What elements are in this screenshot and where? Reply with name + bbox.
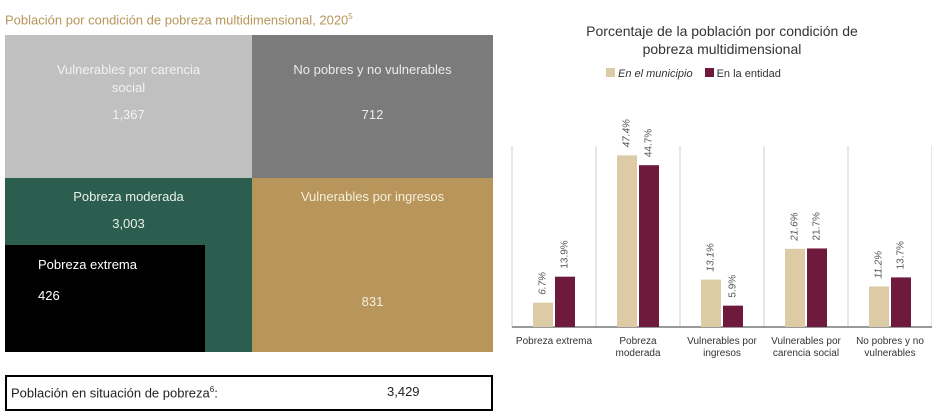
subtitle-line: Población por condición de pobreza multi… [5,12,353,27]
bar [723,305,743,327]
x-tick-label: Vulnerables por ingresos [687,336,757,359]
value-label: 47.4% [622,119,633,147]
value-label: 21.6% [790,212,801,241]
quadrant-label: Pobreza extrema [38,257,137,272]
value-label: 5.9% [728,275,739,298]
quadrant-value: 3,003 [112,216,145,231]
x-tick-label: Vulnerables por carencia social [771,336,841,359]
bar [533,302,553,327]
value-label: 13.9% [560,240,571,268]
quadrant-value: 426 [38,288,60,303]
value-label: 13.7% [896,241,907,269]
quadrant-value: 1,367 [112,107,145,122]
summary-note: 6 [209,385,215,394]
legend-swatch [704,68,714,77]
summary-colon: : [214,385,218,401]
bar [891,277,911,327]
legend-label: En el municipio [618,68,693,80]
value-label: 6.7% [538,272,549,295]
bar [555,276,575,327]
value-label: 13.1% [706,243,717,271]
quadrant-value: 712 [361,107,384,122]
chart-title: Porcentaje de la población por condición… [586,23,858,57]
bar [869,286,889,327]
quadrant: Pobreza extrema 426 [5,245,205,352]
value-label: 11.2% [874,251,885,279]
summary-box: Población en situación de pobreza6: 3,42… [5,375,493,411]
summary-label: Población en situación de pobreza [11,385,210,401]
value-label: 21.7% [812,212,823,240]
bar [617,155,637,327]
legend-label: En la entidad [716,68,781,80]
quadrant-label: Vulnerables por carencia social [56,62,201,95]
summary-label-line: Población en situación de pobreza6: [11,385,218,400]
value-label: 44.7% [644,129,655,157]
subtitle-note: 5 [348,12,353,21]
bar [785,248,805,327]
quadrant-label: Pobreza moderada [73,189,184,204]
quadrant-label: No pobres y no vulnerables [293,62,452,77]
legend: En el municipio En la entidad [606,68,781,80]
legend-swatch [606,68,615,77]
quadrant-value: 831 [361,294,384,309]
bar [701,279,721,327]
bar [639,165,659,327]
quadrant-label: Vulnerables por ingresos [300,189,445,204]
quadrant: Vulnerables por carencia social 1,367 [5,35,252,178]
x-tick-label: Pobreza moderada [615,336,661,359]
summary-value: 3,429 [387,384,420,399]
quadrant: Vulnerables por ingresos 831 [252,178,493,352]
quadrant: No pobres y no vulnerables 712 [252,35,493,178]
x-tick-label: No pobres y no vulnerables [856,336,924,359]
subtitle: Población por condición de pobreza multi… [5,12,349,28]
bar [807,248,827,327]
x-tick-label: Pobreza extrema [515,336,593,347]
